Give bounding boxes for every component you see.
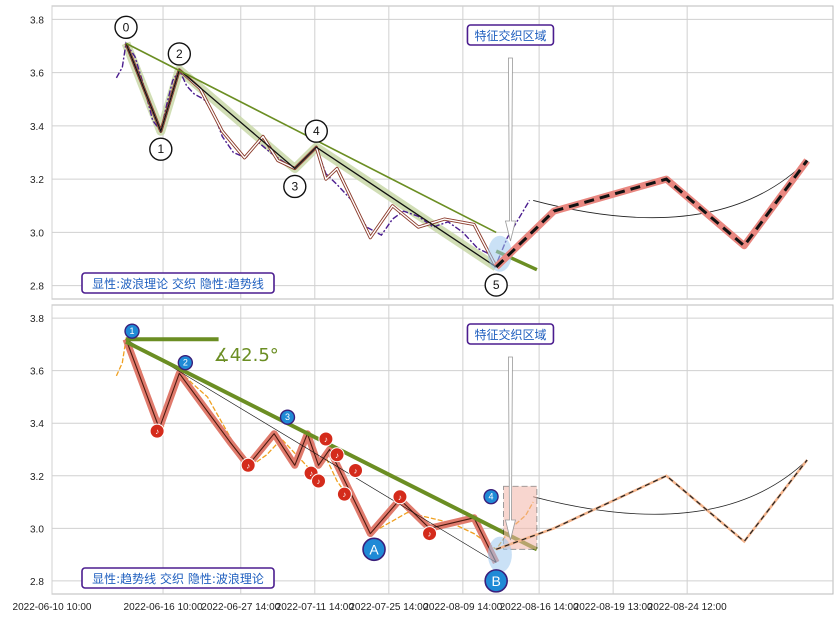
projection-arc [533,160,808,219]
trend-label-circle [124,323,140,339]
annotation-arrow [504,57,516,242]
note-marker-glyph: ♪ [354,467,358,476]
y-tick-label: 3.2 [30,175,44,186]
note-marker-glyph: ♪ [342,490,346,499]
projection-dashed [495,459,808,550]
wave-label: 1 [157,142,164,156]
wave-label-circle [167,42,192,66]
trendline [125,340,538,552]
trend-label: 2 [183,358,188,368]
x-tick-label: 2022-08-24 12:00 [648,602,727,613]
note-marker [329,447,345,463]
note-marker-glyph: ♪ [428,530,432,539]
y-tick-label: 3.0 [30,228,44,239]
x-tick-label: 2022-06-16 10:00 [124,602,203,613]
bottom-panel: 2.8 3.0 3.2 3.4 3.6 3.8 ∡42.5° ♪ ♪ ♪ ♪ ♪ ♪ ♪ ♪ ♪ ♪ 1 2 3 4 A B… [30,304,834,595]
plot-frame [51,304,834,595]
x-tick-label: 2022-08-16 14:00 [500,602,579,613]
caption-text: 显性:趋势线 交织 隐性:波浪理论 [92,571,264,586]
wave-label: 0 [123,20,130,34]
wave-label-circle [149,137,173,161]
note-marker-glyph: ♪ [335,451,339,460]
x-tick-label: 2022-06-10 10:00 [13,602,92,613]
angle-label: ∡42.5° [214,345,279,366]
note-marker-glyph: ♪ [324,435,328,444]
wave-line [125,43,497,268]
annotation-arrow [504,356,516,541]
caption-box [81,567,275,589]
x-tick-label: 2022-07-11 14:00 [276,602,355,613]
wave-label: 5 [493,278,500,292]
wave-label: 3 [291,179,298,193]
highlight-glow [487,235,512,272]
trend-label: 4 [489,492,494,502]
note-marker [311,473,327,489]
note-marker-glyph: ♪ [398,493,402,502]
y-tick-label: 3.8 [30,314,44,325]
y-tick-label: 3.4 [30,122,44,133]
trend-label-circle [483,488,499,505]
y-tick-label: 3.6 [30,69,44,80]
annotation-box [466,323,555,345]
x-tick-label: 2022-08-19 13:00 [574,602,653,613]
note-marker [336,486,352,502]
corrective-label: B [491,573,500,589]
wave-label-circle [304,119,328,143]
x-tick-label: 2022-07-25 14:00 [349,602,428,613]
projection-dashed [495,159,809,269]
projection-arc [533,459,808,515]
y-tick-label: 3.2 [30,472,44,483]
y-tick-label: 3.0 [30,524,44,535]
y-tick-label: 2.8 [30,282,44,293]
trend-label-circle [279,409,296,425]
note-marker-glyph: ♪ [317,477,321,486]
note-marker [240,457,256,473]
trend-label: 1 [130,326,135,336]
corrective-label-circle [484,569,508,593]
annotation-text: 特征交织区域 [474,28,546,43]
trend-label-circle [177,354,194,371]
wave-label: 2 [176,47,183,61]
wave-label: 4 [313,124,320,138]
caption-box [81,272,275,294]
note-marker [348,463,364,479]
y-tick-label: 3.6 [30,367,44,378]
annotation-text: 特征交织区域 [474,327,546,342]
highlight-glow [487,536,512,573]
note-marker [149,423,165,439]
y-tick-label: 3.8 [30,15,44,26]
wave-label-circle [484,273,508,297]
corrective-label-circle [362,537,386,562]
note-marker-glyph: ♪ [309,469,313,478]
y-tick-label: 3.4 [30,419,44,430]
y-tick-label: 2.8 [30,577,44,588]
corrective-label: A [369,541,379,557]
note-marker-glyph: ♪ [246,461,250,470]
wave-diagonal [125,338,497,563]
trend-label: 3 [285,412,290,422]
wave-label-circle [283,174,307,199]
note-marker-glyph: ♪ [155,427,159,436]
note-marker [422,526,438,542]
x-tick-label: 2022-06-27 14:00 [201,602,280,613]
caption-text: 显性:波浪理论 交织 隐性:趋势线 [92,276,264,291]
x-tick-label: 2022-08-09 14:00 [423,602,502,613]
note-marker [318,431,334,447]
annotation-box [466,24,555,46]
wave-label-circle [114,15,138,39]
note-marker [392,489,408,505]
